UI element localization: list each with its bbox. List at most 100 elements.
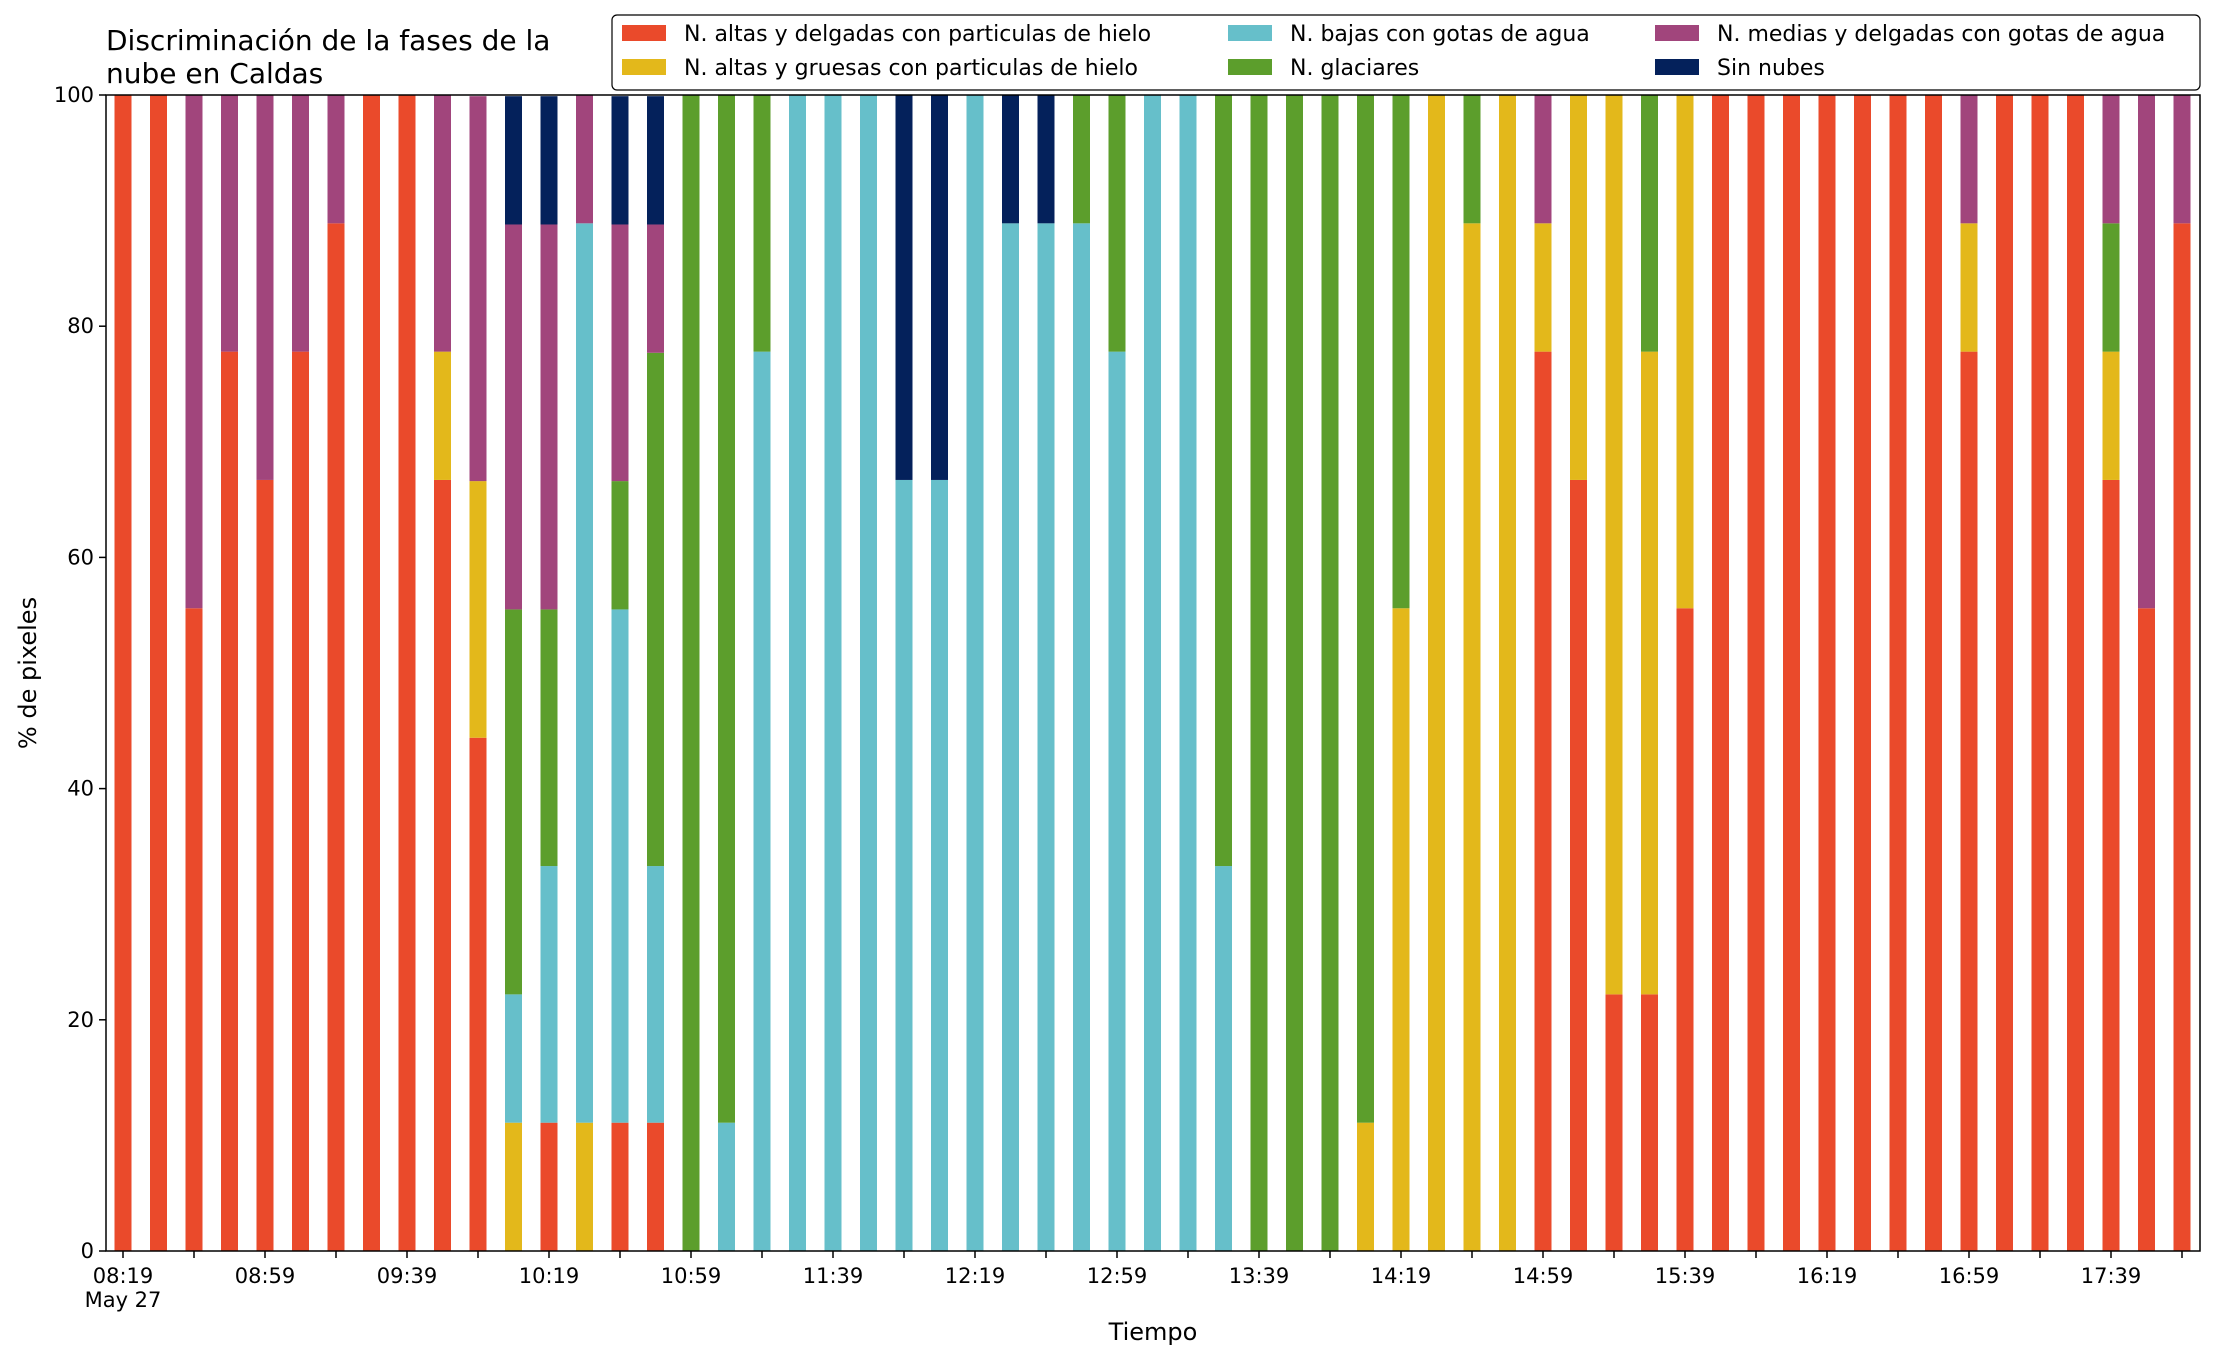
x-tick-label: 08:59 [235,1264,296,1288]
x-tick-label: 10:59 [661,1264,722,1288]
bar-segment [1037,223,1055,1251]
x-tick-label: 12:59 [1087,1264,1148,1288]
bar-segment [2173,223,2191,1251]
bar-segment [1357,1122,1374,1251]
bar-segment [505,994,522,1123]
bar-segment [469,96,487,482]
bar-segment [540,609,558,867]
bar-segment [647,866,664,1123]
bar-segment [540,96,558,225]
bar-segment [1712,95,1729,1251]
bar-segment [185,95,203,609]
bar-segment [1108,351,1126,1251]
bar-segment [1250,95,1268,1251]
bar-segment [540,1122,558,1251]
bar-segment [966,95,984,1251]
bar-segment [611,609,629,1123]
bar-segment [895,95,913,480]
bar-segment [753,95,771,352]
bar-segment [1996,95,2013,1251]
bar-segment [469,481,487,738]
bar-segment [1534,351,1552,1251]
bar-segment [1357,95,1374,1123]
bar-segment [1641,95,1658,352]
legend-swatch [1228,59,1272,75]
legend-swatch [1228,25,1272,41]
bar-segment [1392,95,1410,609]
x-tick-label: 14:59 [1513,1264,1574,1288]
bar-segment [682,95,700,1251]
bar-segment [292,95,309,352]
bar-segment [1925,95,1942,1251]
x-tick-label: 11:39 [803,1264,864,1288]
plot-frame [105,94,2201,1252]
bar-segment [1037,95,1055,224]
bar-segment [1463,95,1481,224]
bar-segment [469,737,487,1251]
bar-segment [647,224,664,353]
bar-segment [505,224,522,610]
y-tick-label: 80 [67,314,94,338]
legend-label: N. altas y delgadas con particulas de hi… [684,22,1151,47]
chart-title-line: nube en Caldas [106,57,323,90]
bar-segment [1073,95,1090,224]
bar-segment [327,95,345,224]
bar-segment [505,609,522,995]
bar-segment [1321,95,1339,1251]
bar-segment [2173,95,2191,224]
x-tick-label: 17:39 [2081,1264,2142,1288]
legend-label: N. altas y gruesas con particulas de hie… [684,56,1138,81]
legend-swatch [622,25,666,41]
bar-segment [611,481,629,610]
bar-segment [2138,608,2155,1251]
bar-segment [2102,223,2120,352]
bar-segment [1641,994,1658,1251]
legend: N. altas y delgadas con particulas de hi… [611,14,2201,91]
bar-segment [1605,994,1623,1251]
bar-segment [1960,351,1978,1251]
bar-segment [221,351,238,1251]
bar-segment [611,1122,629,1251]
bar-segment [434,479,451,1251]
bar-segment [576,95,593,224]
bar-segment [1392,608,1410,1251]
bar-segment [1215,95,1232,867]
y-axis: 0 20 40 60 80 100 [54,83,106,1263]
bar-segment [540,866,558,1123]
bar-segment [256,95,274,480]
bar-segment [1286,95,1303,1251]
x-tick-sublabel: May 27 [85,1288,162,1312]
bar-segment [647,96,664,225]
bar-segment [1570,95,1587,480]
bar-segment [1676,95,1694,609]
y-tick-label: 60 [67,545,94,569]
bar-segment [1534,223,1552,352]
bar-segment [1676,608,1694,1251]
legend-label: N. bajas con gotas de agua [1290,22,1590,47]
legend-swatch [1655,25,1699,41]
bar-segment [2102,95,2120,224]
x-tick-label: 15:39 [1655,1264,1716,1288]
bar-segment [2031,95,2049,1251]
bar-segment [931,95,948,480]
bar-segment [398,95,416,1251]
bar-segment [1854,95,1871,1251]
bar-segment [753,351,771,1251]
y-axis-label: % de pixeles [14,597,42,749]
bar-segment [1108,95,1126,352]
y-tick-label: 0 [81,1239,94,1263]
legend-label: Sin nubes [1717,56,1825,81]
legend-label: N. medias y delgadas con gotas de agua [1717,22,2165,47]
bar-segment [1783,95,1800,1251]
y-tick-label: 100 [54,83,94,107]
bar-segment [824,95,842,1251]
legend-swatch [622,59,666,75]
bar-segment [2067,95,2084,1251]
bar-segment [221,95,238,352]
bar-segment [1960,223,1978,352]
bar-segment [1641,351,1658,995]
bar-segment [611,96,629,225]
bar-segment [576,223,593,1123]
